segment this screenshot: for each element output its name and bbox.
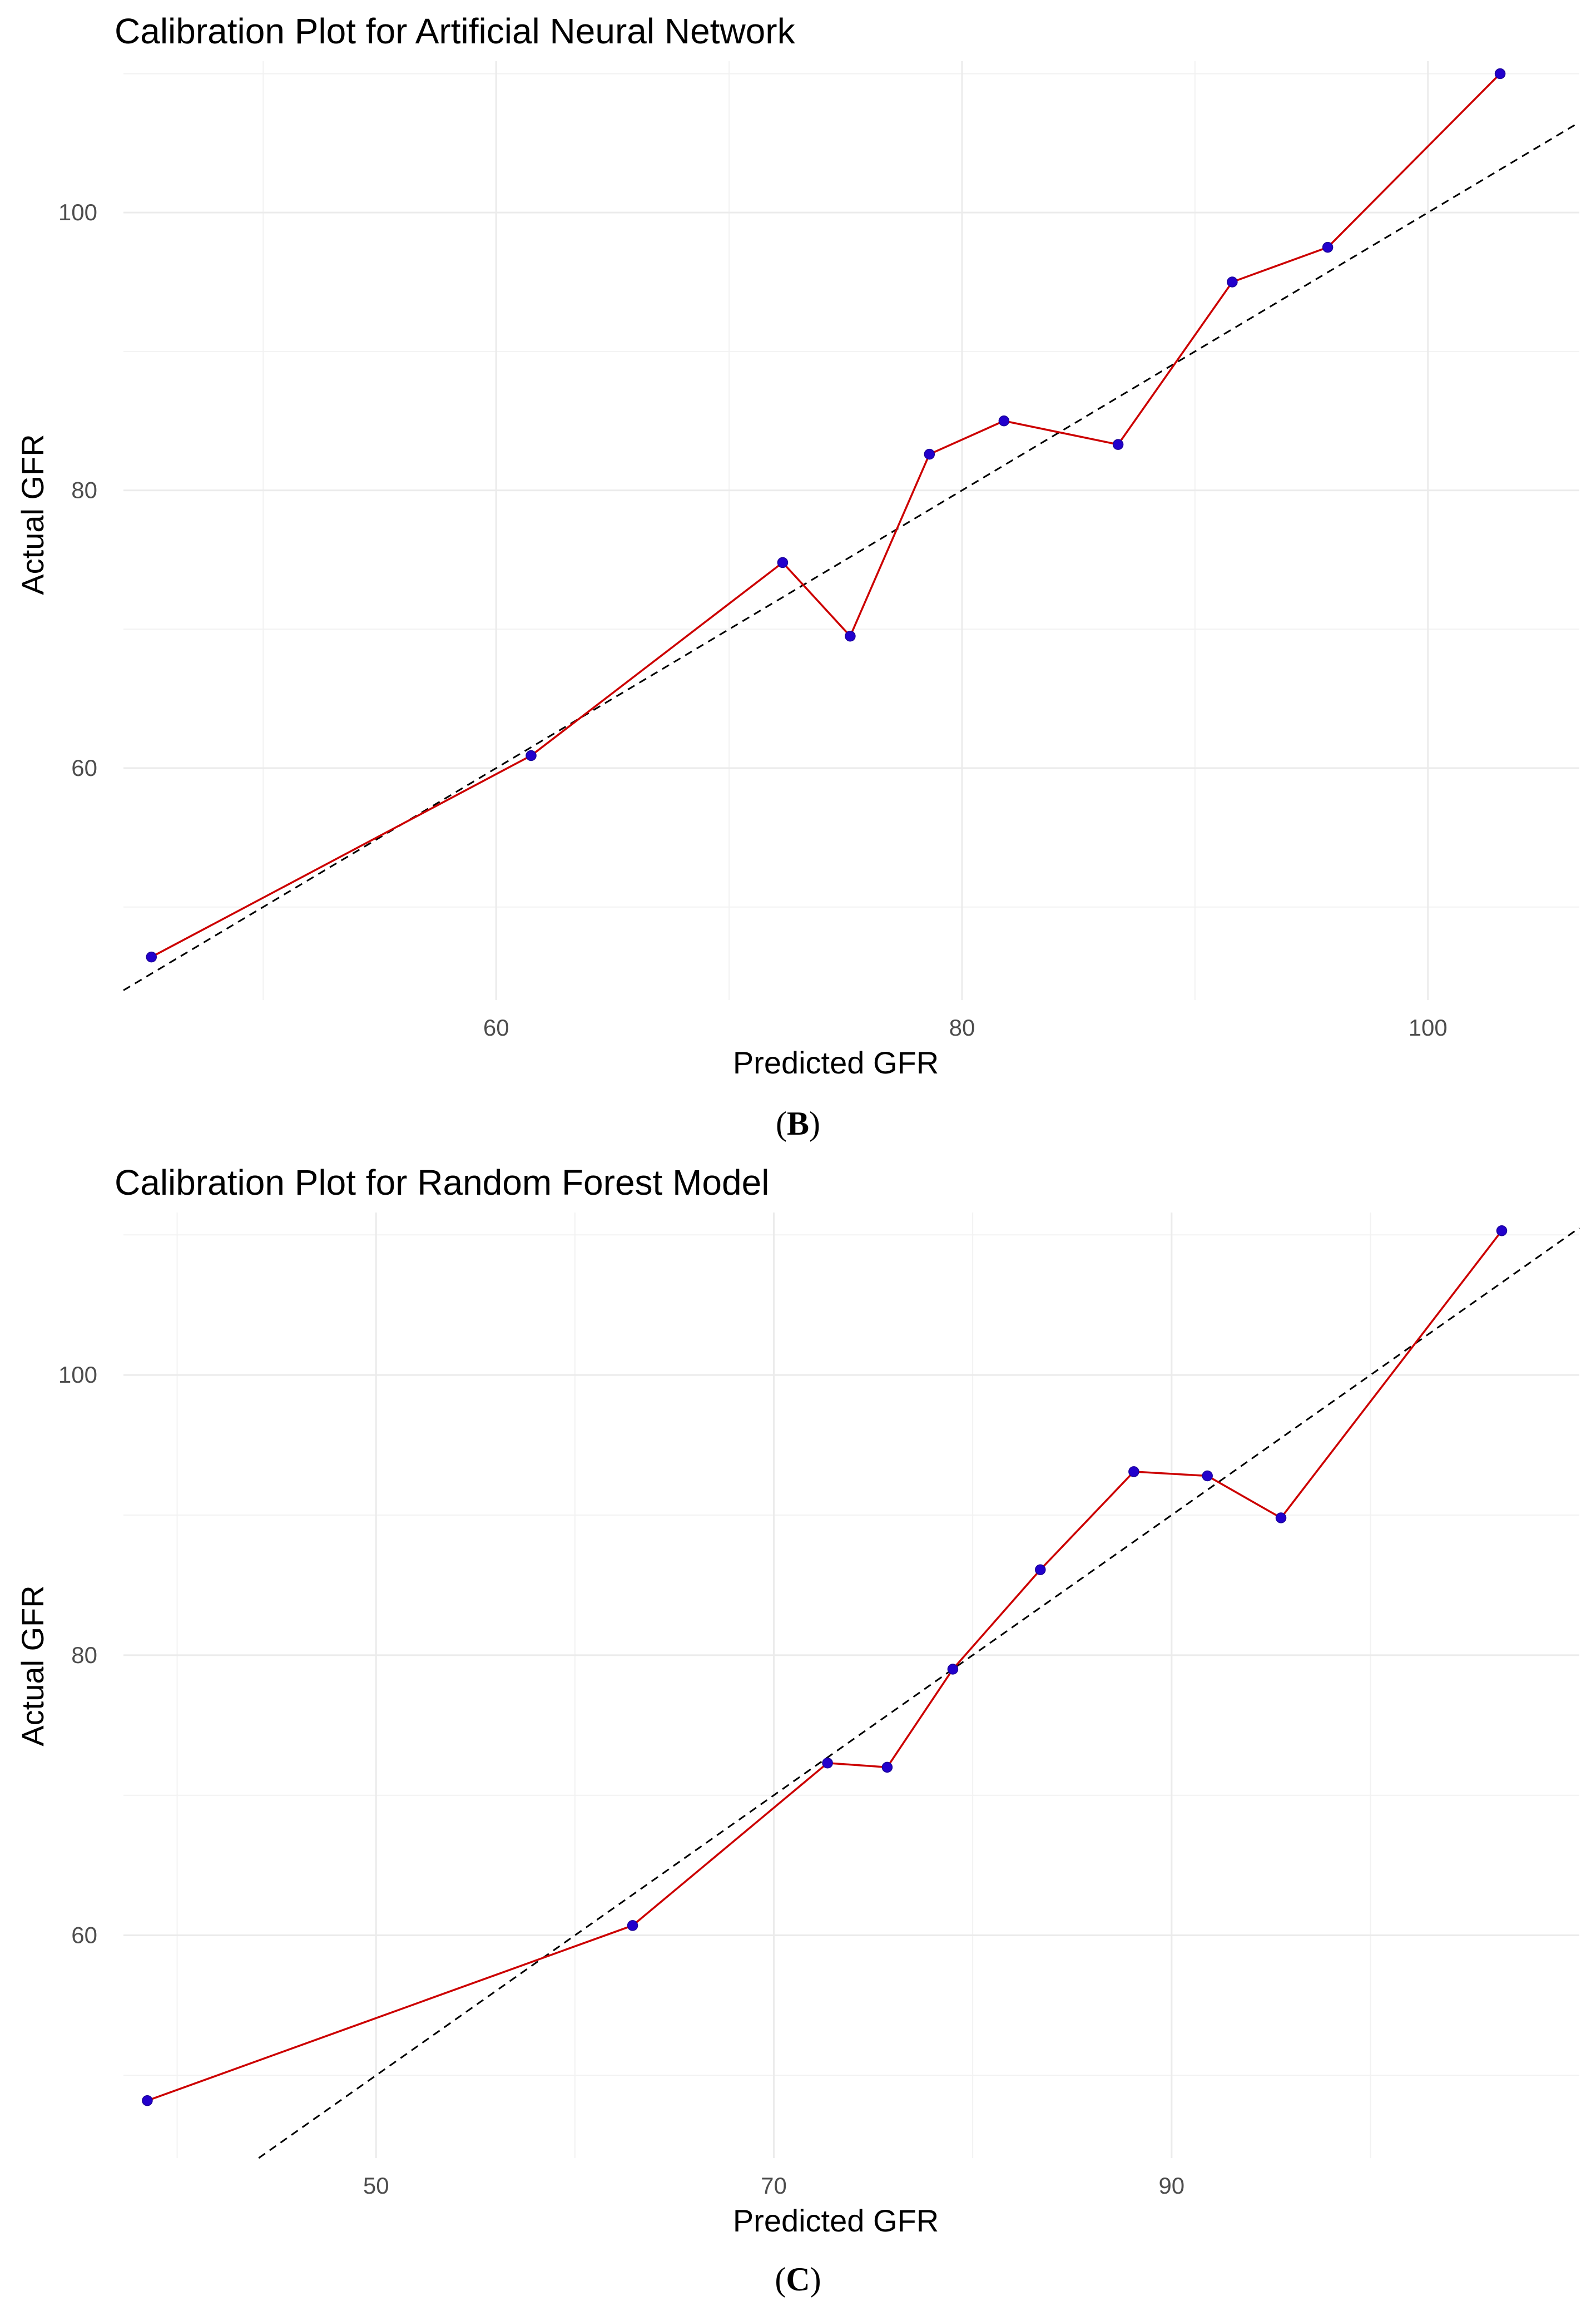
data-point xyxy=(146,951,157,963)
chart-panel-c: Calibration Plot for Random Forest Model… xyxy=(15,1162,1580,2298)
x-tick-label: 50 xyxy=(363,2173,389,2199)
y-tick-label: 60 xyxy=(71,755,97,781)
data-point xyxy=(881,1761,893,1773)
series-line xyxy=(147,1230,1503,2102)
x-axis-label: Predicted GFR xyxy=(733,1045,939,1080)
reference-line xyxy=(123,121,1580,991)
data-point xyxy=(526,750,537,761)
chart-title: Calibration Plot for Random Forest Model xyxy=(115,1162,769,1203)
y-tick-label: 80 xyxy=(71,477,97,503)
y-tick-label: 100 xyxy=(58,199,97,225)
data-point xyxy=(998,415,1010,427)
axis-ticks: 60 80 100 60 80 100 xyxy=(58,199,1448,1041)
x-axis-label: Predicted GFR xyxy=(733,2203,939,2238)
data-point xyxy=(1128,1466,1139,1477)
reference-line xyxy=(258,1227,1580,2159)
reference-diagonal xyxy=(258,1227,1580,2159)
data-point xyxy=(1035,1564,1046,1575)
data-point xyxy=(947,1664,959,1675)
y-axis-label: Actual GFR xyxy=(15,1585,50,1746)
data-point xyxy=(1275,1512,1287,1523)
reference-diagonal xyxy=(123,121,1580,991)
x-tick-label: 60 xyxy=(483,1015,509,1041)
data-point xyxy=(845,631,856,642)
data-point xyxy=(1322,241,1334,253)
data-point xyxy=(777,557,789,568)
data-point xyxy=(1202,1470,1213,1482)
y-tick-label: 60 xyxy=(71,1922,97,1948)
data-point xyxy=(924,448,935,460)
calibration-series xyxy=(142,1225,1508,2106)
series-line xyxy=(151,73,1501,958)
panel-label-c: (C) xyxy=(775,2261,821,2298)
y-tick-label: 80 xyxy=(71,1642,97,1668)
data-point xyxy=(142,2095,153,2106)
data-point xyxy=(1496,1225,1508,1236)
x-tick-label: 80 xyxy=(949,1015,975,1041)
chart-panel-b: Calibration Plot for Artificial Neural N… xyxy=(15,11,1580,1142)
data-point xyxy=(1112,439,1124,450)
data-point xyxy=(822,1758,833,1769)
data-point xyxy=(1227,276,1238,288)
panel-label-b: (B) xyxy=(776,1105,820,1142)
y-tick-label: 100 xyxy=(58,1362,97,1388)
data-point xyxy=(1494,68,1506,80)
calibration-series xyxy=(146,68,1506,963)
plot-grid xyxy=(123,61,1579,1000)
y-axis-label: Actual GFR xyxy=(15,434,50,595)
x-tick-label: 90 xyxy=(1158,2173,1184,2199)
x-tick-label: 70 xyxy=(761,2173,787,2199)
axis-ticks: 50 70 90 60 80 100 xyxy=(58,1362,1184,2199)
plot-grid xyxy=(123,1213,1579,2158)
chart-title: Calibration Plot for Artificial Neural N… xyxy=(115,11,796,51)
panel-letter: B xyxy=(787,1105,809,1142)
panel-letter: C xyxy=(786,2261,810,2298)
x-tick-label: 100 xyxy=(1409,1015,1448,1041)
data-point xyxy=(627,1920,638,1931)
